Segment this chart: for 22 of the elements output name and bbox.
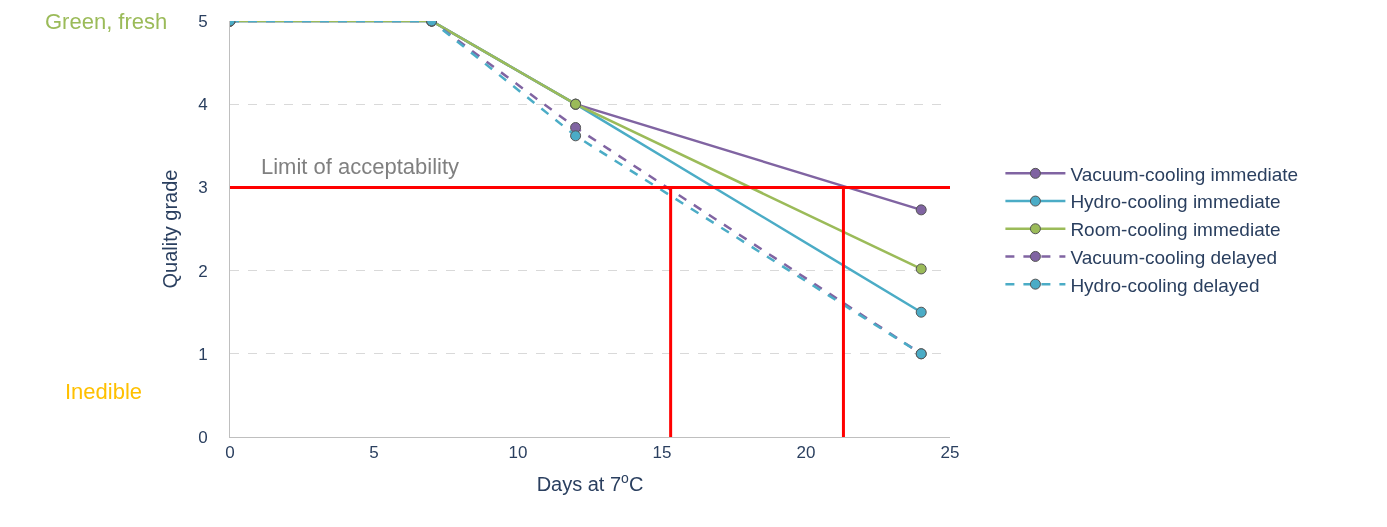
y-tick-label: 5 bbox=[198, 11, 208, 31]
text: Green, fresh bbox=[45, 9, 168, 34]
x-tick-label: 10 bbox=[508, 443, 528, 463]
y-tick-label: 0 bbox=[198, 427, 208, 447]
x-axis-title: Days at 7$^{o}$C bbox=[536, 469, 644, 495]
ref-line-label: Limit of acceptability bbox=[261, 154, 460, 179]
y-tick-label: 4 bbox=[198, 95, 208, 115]
y-tick-label: 2 bbox=[198, 261, 208, 281]
x-tick-label: 0 bbox=[225, 443, 235, 463]
y-tick-label: 3 bbox=[198, 178, 208, 198]
legend-label: Hydro-cooling delayed bbox=[1070, 274, 1260, 296]
legend-label: Vacuum-cooling immediate bbox=[1070, 163, 1299, 185]
y-axis-title: Quality grade bbox=[158, 169, 181, 289]
x-tick-label: 15 bbox=[652, 443, 672, 463]
legend-label: Hydro-cooling immediate bbox=[1070, 191, 1281, 213]
legend-label: Room-cooling immediate bbox=[1070, 219, 1281, 241]
legend-label: Vacuum-cooling delayed bbox=[1070, 246, 1278, 268]
x-tick-label: 5 bbox=[369, 443, 379, 463]
y-tick-label: 1 bbox=[198, 344, 208, 364]
text: Inedible bbox=[65, 379, 143, 404]
x-tick-label: 25 bbox=[940, 443, 960, 463]
x-tick-label: 20 bbox=[796, 443, 816, 463]
